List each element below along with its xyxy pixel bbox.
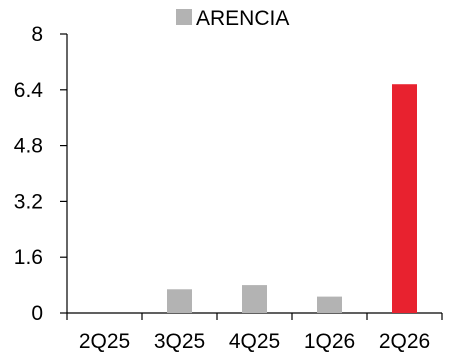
y-tick-label: 0 bbox=[31, 302, 43, 325]
y-tick-label: 8 bbox=[31, 23, 43, 46]
bar-1q26 bbox=[317, 296, 342, 313]
y-ticks: 0 1.6 3.2 4.8 6.4 8 bbox=[14, 23, 67, 325]
x-ticks: 2Q25 3Q25 4Q25 1Q26 2Q26 bbox=[66, 313, 443, 353]
bar-4q25 bbox=[242, 285, 267, 313]
x-tick-label: 2Q25 bbox=[79, 330, 130, 353]
y-tick-label: 3.2 bbox=[14, 190, 43, 213]
y-tick-label: 4.8 bbox=[14, 135, 43, 158]
x-tick-label: 2Q26 bbox=[379, 330, 430, 353]
bar-3q25 bbox=[167, 289, 192, 313]
legend-label: ARENCIA bbox=[196, 7, 289, 30]
bars bbox=[167, 84, 417, 313]
bar-2q26 bbox=[392, 84, 417, 313]
x-tick-label: 4Q25 bbox=[229, 330, 280, 353]
legend-swatch bbox=[176, 9, 192, 25]
x-tick-label: 1Q26 bbox=[304, 330, 355, 353]
y-tick-label: 1.6 bbox=[14, 246, 43, 269]
legend: ARENCIA bbox=[176, 7, 289, 30]
x-tick-label: 3Q25 bbox=[154, 330, 205, 353]
y-tick-label: 6.4 bbox=[14, 79, 44, 102]
